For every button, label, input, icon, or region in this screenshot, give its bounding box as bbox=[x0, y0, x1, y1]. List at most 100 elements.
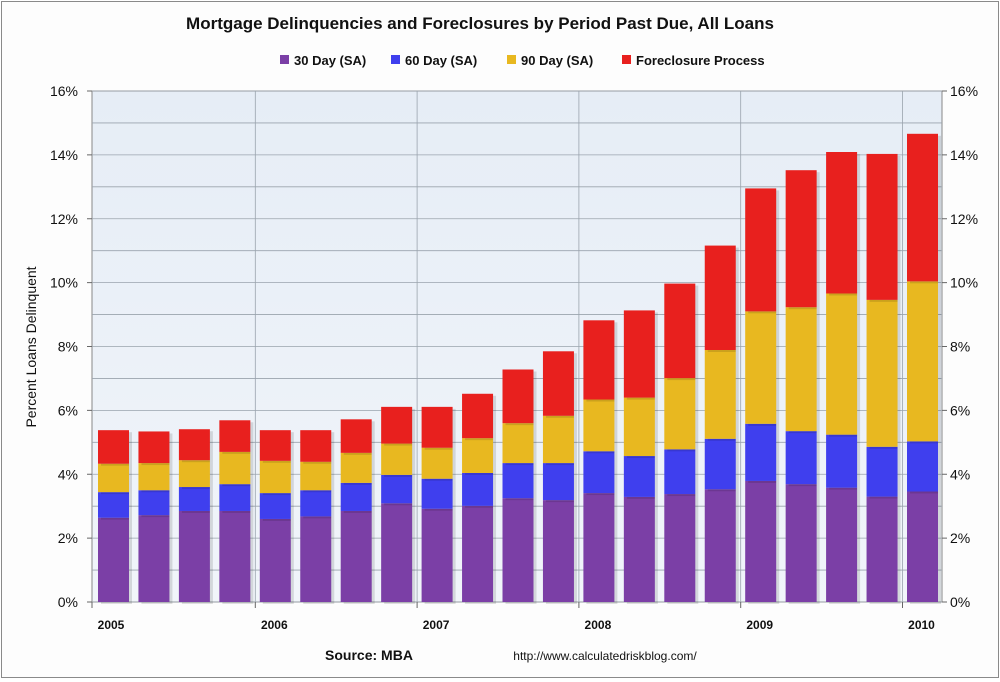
legend-label: Foreclosure Process bbox=[636, 53, 765, 68]
bar-60-day-sa--2006Q1 bbox=[259, 493, 291, 519]
bar-foreclosure-process-2007Q1 bbox=[421, 406, 453, 448]
bar-foreclosure-process-2005Q1 bbox=[98, 430, 129, 464]
y-tick-label-right: 16% bbox=[950, 83, 978, 99]
bar-30-day-sa--2010Q1 bbox=[907, 491, 938, 602]
bar-30-day-sa--2008Q1 bbox=[583, 493, 615, 602]
bar-60-day-sa--2009Q2 bbox=[785, 431, 817, 485]
legend: 30 Day (SA) 60 Day (SA) 90 Day (SA) Foreclo… bbox=[280, 53, 765, 68]
bar-foreclosure-process-2007Q4 bbox=[542, 351, 574, 416]
bar-30-day-sa--2005Q2 bbox=[138, 515, 170, 602]
source-label: Source: MBA bbox=[325, 647, 413, 663]
bar-foreclosure-process-2007Q3 bbox=[502, 369, 534, 424]
bar-foreclosure-process-2008Q1 bbox=[583, 320, 615, 400]
bar-60-day-sa--2005Q4 bbox=[219, 484, 251, 511]
y-tick-label-left: 6% bbox=[58, 402, 78, 418]
bar-90-day-sa--2009Q3 bbox=[826, 293, 858, 435]
bar-90-day-sa--2005Q1 bbox=[98, 463, 129, 493]
bar-60-day-sa--2007Q1 bbox=[421, 478, 453, 509]
bar-foreclosure-process-2009Q2 bbox=[785, 170, 817, 308]
bar-foreclosure-process-2008Q3 bbox=[664, 283, 696, 379]
bar-60-day-sa--2010Q1 bbox=[907, 441, 938, 492]
bar-30-day-sa--2006Q4 bbox=[381, 503, 413, 602]
bar-90-day-sa--2007Q1 bbox=[421, 447, 453, 479]
x-tick-label: 2007 bbox=[423, 618, 450, 632]
y-axis-label: Percent Loans Delinquent bbox=[23, 266, 39, 427]
bar-90-day-sa--2005Q3 bbox=[178, 460, 210, 488]
y-tick-label-left: 14% bbox=[50, 147, 78, 163]
bar-90-day-sa--2008Q3 bbox=[664, 378, 696, 450]
y-tick-label-left: 16% bbox=[50, 83, 78, 99]
bar-60-day-sa--2008Q4 bbox=[704, 438, 736, 490]
bar-60-day-sa--2006Q4 bbox=[381, 474, 413, 504]
bar-foreclosure-process-2005Q2 bbox=[138, 431, 170, 464]
bar-60-day-sa--2005Q1 bbox=[98, 492, 129, 518]
bar-60-day-sa--2008Q2 bbox=[623, 456, 655, 497]
y-tick-label-right: 10% bbox=[950, 275, 978, 291]
bar-60-day-sa--2009Q4 bbox=[866, 446, 898, 497]
bar-foreclosure-process-2006Q2 bbox=[300, 430, 332, 462]
bar-90-day-sa--2006Q4 bbox=[381, 443, 413, 475]
bar-60-day-sa--2007Q4 bbox=[542, 463, 574, 501]
legend-label: 30 Day (SA) bbox=[294, 53, 366, 68]
bar-foreclosure-process-2006Q3 bbox=[340, 419, 372, 453]
legend-label: 60 Day (SA) bbox=[405, 53, 477, 68]
bar-60-day-sa--2005Q3 bbox=[178, 487, 210, 511]
bar-90-day-sa--2006Q1 bbox=[259, 460, 291, 494]
bar-foreclosure-process-2008Q2 bbox=[623, 310, 655, 398]
bar-90-day-sa--2008Q2 bbox=[623, 397, 655, 457]
y-tick-label-left: 2% bbox=[58, 530, 78, 546]
bar-foreclosure-process-2009Q1 bbox=[745, 188, 777, 312]
bar-60-day-sa--2008Q3 bbox=[664, 449, 696, 495]
bar-90-day-sa--2008Q1 bbox=[583, 399, 615, 452]
y-tick-label-right: 4% bbox=[950, 466, 970, 482]
bar-60-day-sa--2006Q3 bbox=[340, 482, 372, 511]
bar-90-day-sa--2005Q2 bbox=[138, 463, 170, 491]
bar-30-day-sa--2005Q1 bbox=[98, 517, 129, 602]
legend-swatch bbox=[280, 55, 289, 64]
bar-30-day-sa--2008Q3 bbox=[664, 494, 696, 602]
bar-30-day-sa--2008Q4 bbox=[704, 489, 736, 602]
bar-foreclosure-process-2009Q3 bbox=[826, 152, 858, 294]
y-tick-label-right: 12% bbox=[950, 211, 978, 227]
bar-foreclosure-process-2005Q4 bbox=[219, 420, 251, 452]
bar-60-day-sa--2005Q2 bbox=[138, 490, 170, 516]
chart-title: Mortgage Delinquencies and Foreclosures … bbox=[186, 14, 774, 33]
url-label: http://www.calculatedriskblog.com/ bbox=[513, 649, 697, 663]
bar-foreclosure-process-2006Q1 bbox=[259, 430, 291, 461]
bar-30-day-sa--2008Q2 bbox=[623, 496, 655, 602]
bar-30-day-sa--2009Q4 bbox=[866, 496, 898, 602]
bar-90-day-sa--2007Q3 bbox=[502, 423, 534, 464]
bar-90-day-sa--2009Q4 bbox=[866, 299, 898, 447]
bar-30-day-sa--2007Q4 bbox=[542, 500, 574, 602]
bar-90-day-sa--2009Q1 bbox=[745, 311, 777, 424]
bar-60-day-sa--2007Q3 bbox=[502, 463, 534, 499]
y-tick-label-right: 2% bbox=[950, 530, 970, 546]
bar-foreclosure-process-2008Q4 bbox=[704, 245, 736, 351]
bar-90-day-sa--2009Q2 bbox=[785, 307, 817, 432]
bar-foreclosure-process-2009Q4 bbox=[866, 153, 898, 300]
x-tick-label: 2008 bbox=[585, 618, 612, 632]
bar-30-day-sa--2009Q2 bbox=[785, 484, 817, 602]
bar-60-day-sa--2006Q2 bbox=[300, 490, 332, 517]
bar-30-day-sa--2009Q3 bbox=[826, 487, 858, 602]
bar-60-day-sa--2009Q1 bbox=[745, 423, 777, 481]
bar-30-day-sa--2007Q3 bbox=[502, 498, 534, 602]
bar-90-day-sa--2008Q4 bbox=[704, 350, 736, 439]
bar-90-day-sa--2006Q3 bbox=[340, 452, 372, 483]
bar-60-day-sa--2007Q2 bbox=[462, 472, 494, 506]
legend-swatch bbox=[507, 55, 516, 64]
bar-foreclosure-process-2006Q4 bbox=[381, 406, 413, 444]
y-tick-label-left: 10% bbox=[50, 275, 78, 291]
bar-30-day-sa--2006Q1 bbox=[259, 518, 291, 602]
y-tick-label-right: 6% bbox=[950, 402, 970, 418]
bar-30-day-sa--2006Q2 bbox=[300, 516, 332, 602]
y-tick-label-right: 0% bbox=[950, 594, 970, 610]
bar-60-day-sa--2009Q3 bbox=[826, 434, 858, 488]
bar-30-day-sa--2005Q4 bbox=[219, 510, 251, 602]
x-tick-label: 2010 bbox=[908, 618, 935, 632]
y-tick-label-right: 8% bbox=[950, 339, 970, 355]
bar-foreclosure-process-2007Q2 bbox=[462, 393, 494, 439]
x-tick-label: 2006 bbox=[261, 618, 288, 632]
y-tick-label-left: 0% bbox=[58, 594, 78, 610]
